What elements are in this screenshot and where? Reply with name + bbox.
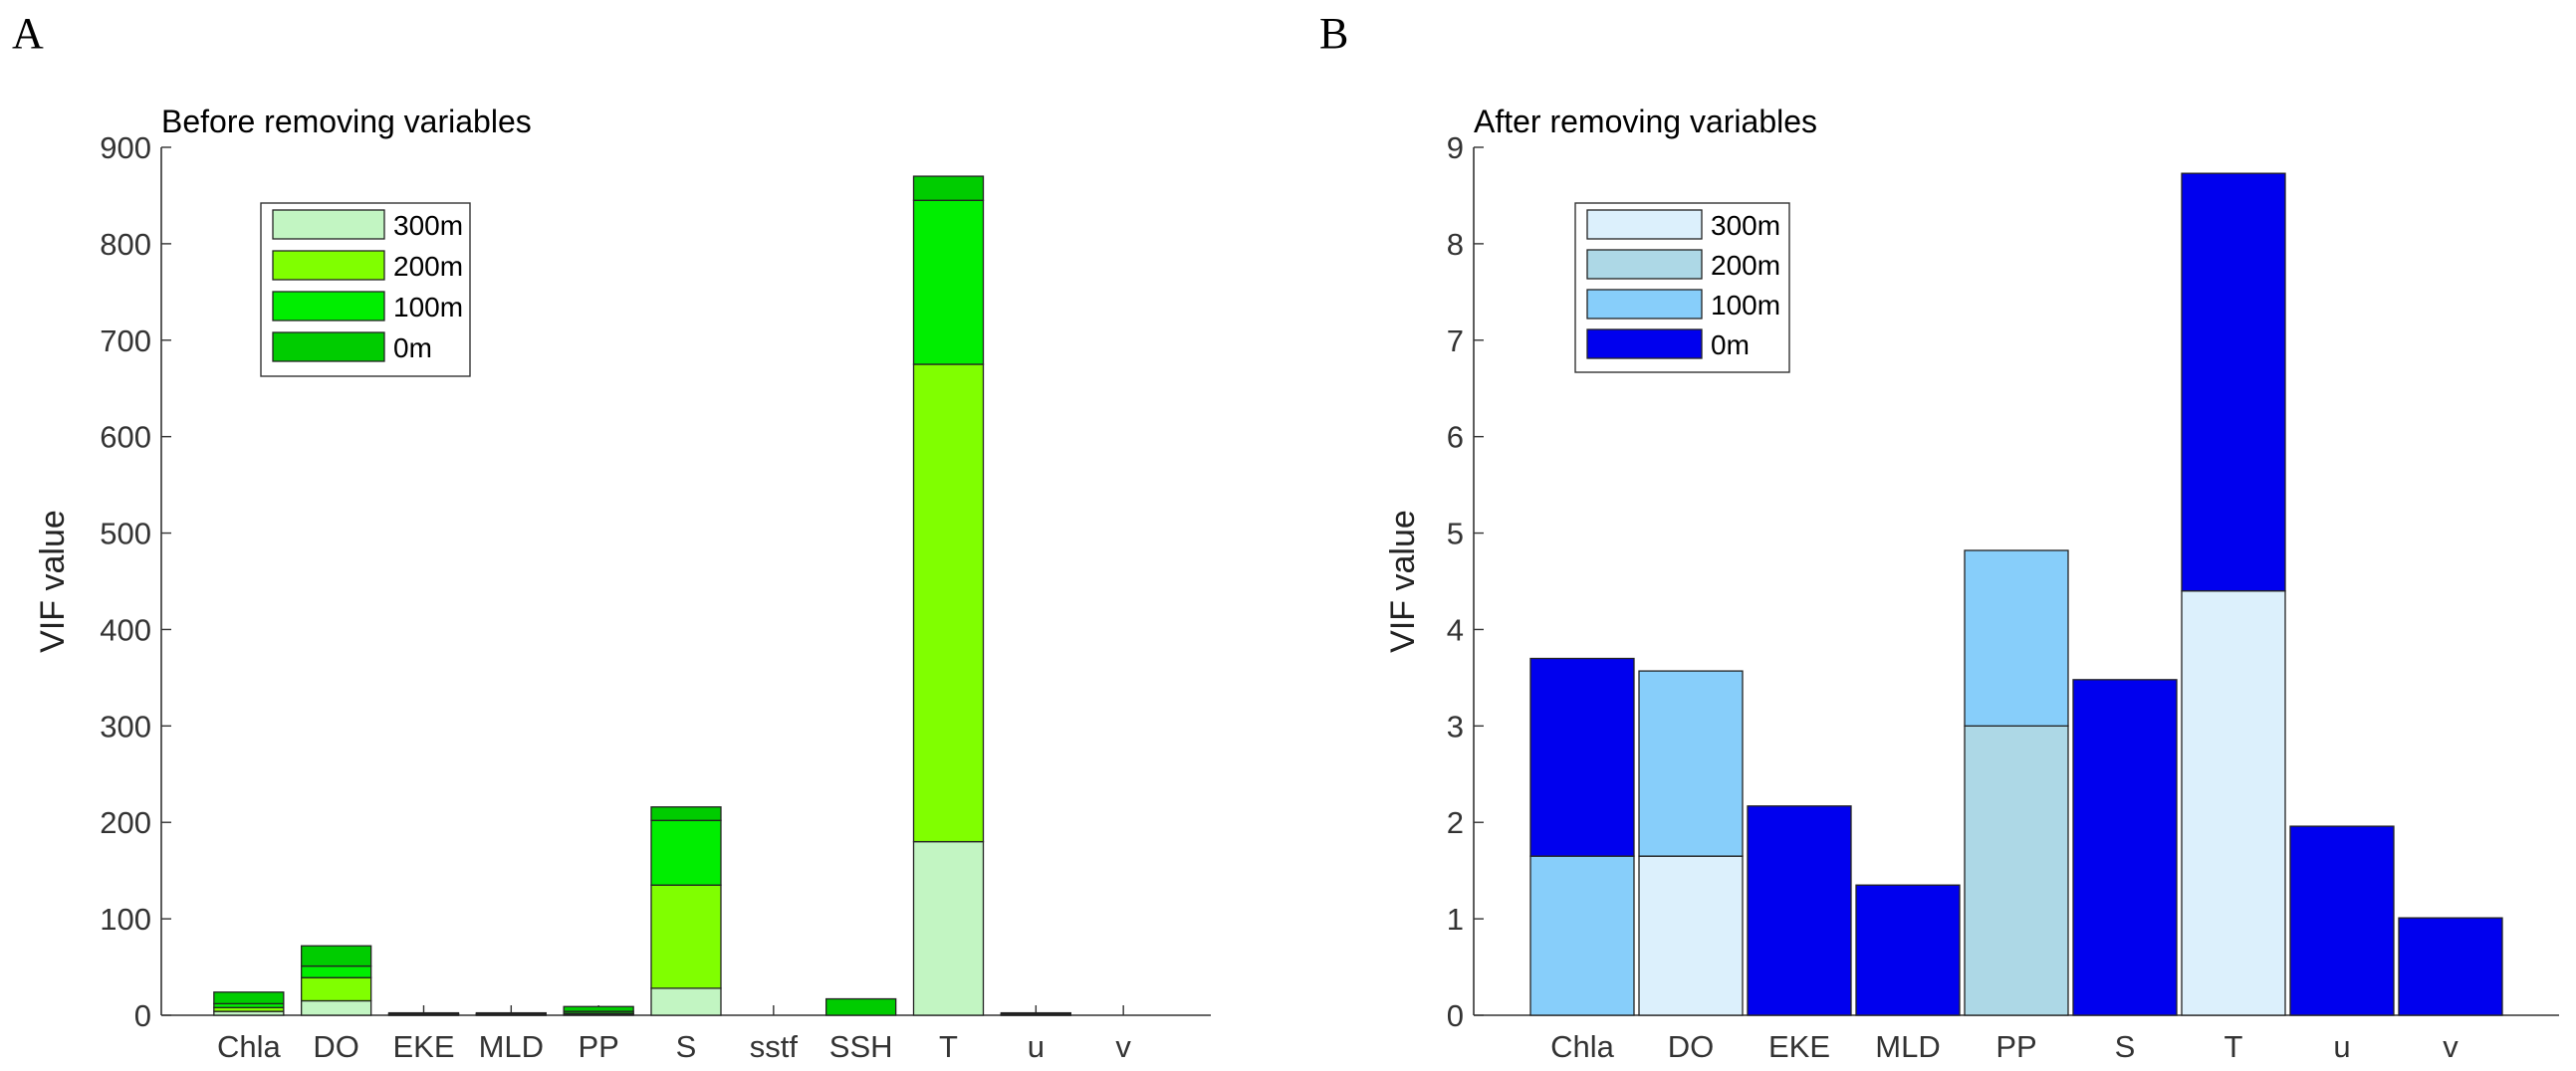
x-tick-label: v bbox=[2443, 1029, 2459, 1064]
legend-label: 200m bbox=[393, 251, 463, 282]
y-tick-label: 200 bbox=[100, 805, 151, 840]
bar-do-0m bbox=[301, 945, 372, 967]
y-tick-label: 7 bbox=[1447, 323, 1464, 358]
x-tick-label: T bbox=[2225, 1029, 2243, 1064]
bar-chla-0m bbox=[1529, 657, 1635, 857]
x-tick-label: S bbox=[2115, 1029, 2136, 1064]
y-tick-label: 1 bbox=[1447, 902, 1464, 937]
bar-mld-0m bbox=[475, 1011, 547, 1015]
legend-label: 300m bbox=[1711, 210, 1780, 241]
y-tick-label: 9 bbox=[1447, 130, 1464, 165]
bar-mld-0m bbox=[1855, 884, 1961, 1016]
x-tick-label: DO bbox=[1668, 1029, 1715, 1064]
legend-swatch-200m bbox=[272, 250, 385, 281]
bar-do-200m bbox=[301, 976, 372, 1002]
panel-b-label: B bbox=[1319, 9, 1348, 58]
x-tick-label: T bbox=[939, 1029, 958, 1064]
bar-s-0m bbox=[650, 806, 722, 821]
bar-t-300m bbox=[2181, 590, 2286, 1016]
x-tick-label: PP bbox=[1995, 1029, 2036, 1064]
y-tick-label: 100 bbox=[100, 902, 151, 937]
y-tick-label: 600 bbox=[100, 420, 151, 455]
panel-b: B After removing variables 0 1 2 3 4 5 6 7 8 9 VIF… bbox=[1319, 9, 2559, 1064]
legend-label: 100m bbox=[393, 292, 463, 322]
x-tick-label: Chla bbox=[1550, 1029, 1615, 1064]
y-tick-label: 6 bbox=[1447, 420, 1464, 455]
bar-s-0m bbox=[2072, 679, 2178, 1016]
legend-swatch-100m bbox=[272, 291, 385, 321]
y-tick-label: 400 bbox=[100, 612, 151, 647]
legend-swatch-300m bbox=[1586, 209, 1703, 240]
legend-swatch-300m bbox=[272, 209, 385, 240]
bar-t-0m bbox=[2181, 172, 2286, 592]
x-tick-label: u bbox=[2333, 1029, 2350, 1064]
y-axis-label: VIF value bbox=[34, 510, 72, 653]
bar-t-200m bbox=[912, 363, 985, 843]
y-tick-label: 800 bbox=[100, 227, 151, 262]
legend-label: 0m bbox=[393, 332, 432, 363]
x-tick-label: EKE bbox=[1768, 1029, 1830, 1064]
panel-a-label: A bbox=[12, 9, 44, 58]
x-tick-label: EKE bbox=[392, 1029, 454, 1064]
y-tick-label: 900 bbox=[100, 130, 151, 165]
y-tick-label: 0 bbox=[134, 998, 151, 1033]
legend-label: 100m bbox=[1711, 290, 1780, 321]
x-tick-label: PP bbox=[578, 1029, 618, 1064]
x-tick-label: MLD bbox=[1875, 1029, 1940, 1064]
x-tick-label: MLD bbox=[479, 1029, 544, 1064]
bar-chla-0m bbox=[213, 991, 285, 1005]
bar-pp-200m bbox=[1964, 725, 2069, 1016]
x-tick-label: v bbox=[1115, 1029, 1131, 1064]
bar-s-300m bbox=[650, 987, 722, 1016]
bar-t-100m bbox=[912, 199, 985, 365]
y-tick-label: 4 bbox=[1447, 612, 1464, 647]
x-tick-label: SSH bbox=[829, 1029, 893, 1064]
y-tick-label: 700 bbox=[100, 323, 151, 358]
bar-do-300m bbox=[1638, 855, 1744, 1016]
bar-v-0m bbox=[2398, 917, 2503, 1016]
bar-eke-0m bbox=[387, 1011, 460, 1015]
bar-do-100m bbox=[1638, 670, 1744, 857]
y-tick-label: 300 bbox=[100, 709, 151, 744]
y-tick-label: 8 bbox=[1447, 227, 1464, 262]
bar-do-300m bbox=[301, 999, 372, 1016]
bar-s-200m bbox=[650, 884, 722, 989]
x-tick-label: S bbox=[676, 1029, 697, 1064]
y-axis-label: VIF value bbox=[1384, 510, 1422, 653]
bar-pp-100m bbox=[1964, 549, 2069, 727]
y-tick-label: 5 bbox=[1447, 517, 1464, 551]
bar-do-100m bbox=[301, 964, 372, 978]
y-tick-label: 500 bbox=[100, 517, 151, 551]
legend-swatch-0m bbox=[1586, 328, 1703, 359]
x-tick-label: u bbox=[1028, 1029, 1045, 1064]
legend-label: 300m bbox=[393, 210, 463, 241]
bar-t-0m bbox=[912, 175, 985, 201]
bar-chla-100m bbox=[1529, 855, 1635, 1016]
bar-ssh-0m bbox=[825, 997, 897, 1016]
panel-b-title: After removing variables bbox=[1474, 104, 1817, 139]
bar-u-0m bbox=[2289, 825, 2395, 1016]
bar-t-300m bbox=[912, 840, 985, 1016]
bar-eke-0m bbox=[1747, 805, 1852, 1016]
x-tick-label: DO bbox=[313, 1029, 359, 1064]
legend-label: 200m bbox=[1711, 250, 1780, 281]
y-tick-label: 3 bbox=[1447, 709, 1464, 744]
x-tick-label: sstf bbox=[750, 1029, 799, 1064]
panel-a: A Before removing variables 0 100 200 300 40… bbox=[12, 9, 1211, 1064]
legend-swatch-200m bbox=[1586, 249, 1703, 280]
legend-swatch-100m bbox=[1586, 289, 1703, 320]
y-tick-label: 0 bbox=[1447, 998, 1464, 1033]
bar-pp-0m bbox=[563, 1005, 634, 1012]
bar-u-0m bbox=[1000, 1011, 1071, 1015]
legend-label: 0m bbox=[1711, 329, 1750, 360]
y-tick-label: 2 bbox=[1447, 805, 1464, 840]
panel-a-title: Before removing variables bbox=[161, 104, 532, 139]
bar-s-100m bbox=[650, 819, 722, 886]
legend-swatch-0m bbox=[272, 331, 385, 362]
x-tick-label: Chla bbox=[217, 1029, 282, 1064]
